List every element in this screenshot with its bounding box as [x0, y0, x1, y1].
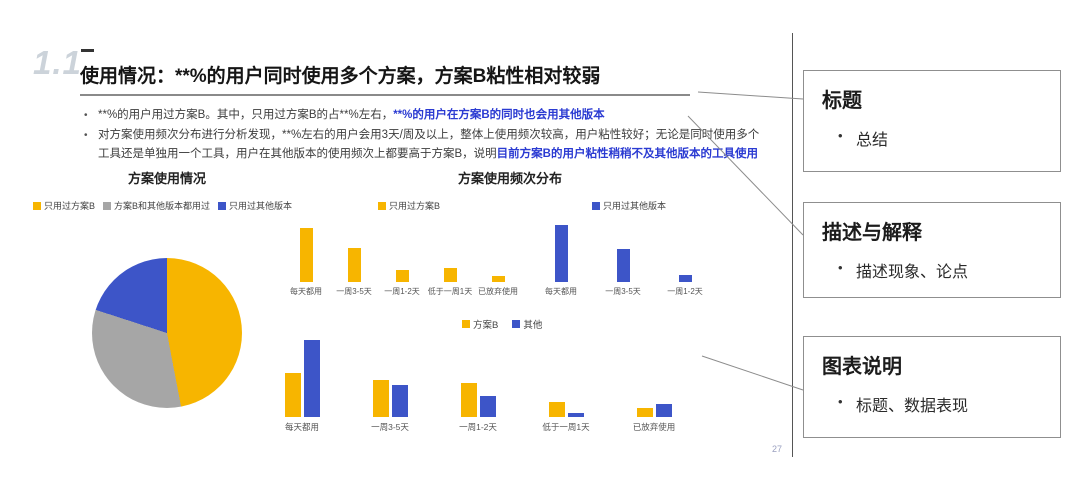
legend-item: 方案B和其他版本都用过	[103, 199, 210, 212]
bar-category-label: 一周1-2天	[667, 287, 703, 296]
bar-group: 每天都用	[530, 222, 592, 297]
bar-category-label: 一周1-2天	[384, 287, 420, 296]
bar	[391, 385, 408, 417]
legend-marker-icon	[33, 201, 41, 210]
slide-bullet-list: • **%的用户用过方案B。其中，只用过方案B的占**%左右，**%的用户在方案B…	[84, 106, 760, 165]
bar	[479, 396, 496, 417]
bar-category-label: 已放弃使用	[632, 422, 676, 432]
annotation-box-chart-notes: 图表说明 • 标题、数据表现	[803, 336, 1061, 438]
bar-category-label: 一周3-5天	[336, 287, 372, 296]
bar-category-label: 已放弃使用	[478, 287, 518, 296]
legend-item: 只用过其他版本	[218, 199, 292, 212]
annotation-heading: 标题	[822, 90, 862, 112]
legend-item: 只用过其他版本	[592, 199, 666, 212]
bar-group: 一周3-5天	[346, 335, 434, 433]
vertical-divider	[792, 33, 793, 457]
pie-legend: 只用过方案B 方案B和其他版本都用过 只用过其他版本	[33, 199, 292, 212]
bar-category-label: 低于一周1天	[427, 287, 473, 296]
slide-bullet: • **%的用户用过方案B。其中，只用过方案B的占**%左右，**%的用户在方案B…	[84, 106, 760, 126]
annotation-bullet: • 描述现象、论点	[822, 258, 1042, 282]
bar	[554, 225, 568, 282]
usage-pie-chart	[92, 258, 242, 408]
bar-group: 低于一周1天	[522, 335, 610, 433]
bar-group: 一周3-5天	[330, 222, 378, 297]
annotation-bullet-text: 总结	[856, 132, 889, 149]
bar-group: 一周1-2天	[378, 222, 426, 297]
bar-category-label: 低于一周1天	[542, 422, 590, 432]
bar	[303, 340, 320, 417]
title-dash-decoration	[81, 49, 94, 52]
legend-grouped-chart: 方案B 其他	[462, 317, 542, 331]
bar-category-label: 一周1-2天	[459, 422, 497, 432]
legend-marker-icon	[592, 201, 600, 210]
bar-group: 低于一周1天	[426, 222, 474, 297]
legend-marker-icon	[218, 201, 227, 210]
legend-item: 只用过方案B	[33, 199, 95, 212]
annotation-bullet-text: 标题、数据表现	[856, 398, 969, 415]
legend-item: 只用过方案B	[378, 199, 440, 212]
bar	[443, 268, 457, 282]
bar-chart-only-other: 每天都用 一周3-5天 一周1-2天	[530, 222, 716, 297]
bar	[299, 228, 313, 282]
bar	[460, 383, 477, 417]
bar-group: 一周1-2天	[434, 335, 522, 433]
annotation-box-description: 描述与解释 • 描述现象、论点	[803, 202, 1061, 298]
bar	[655, 404, 672, 417]
annotation-box-title: 标题 • 总结	[803, 70, 1061, 172]
bar-group: 每天都用	[282, 222, 330, 297]
annotation-bullet: • 总结	[822, 126, 1042, 150]
bar-group: 已放弃使用	[474, 222, 522, 297]
legend-item: 其他	[512, 317, 542, 331]
bar-group: 一周3-5天	[592, 222, 654, 297]
bar-category-label: 一周3-5天	[605, 287, 641, 296]
bar-category-label: 一周3-5天	[371, 422, 409, 432]
bullet-dot: •	[838, 260, 843, 275]
bar	[616, 249, 630, 282]
bar-group: 每天都用	[258, 335, 346, 433]
bar	[347, 248, 361, 282]
legend-marker-icon	[462, 320, 470, 328]
bar	[567, 413, 584, 417]
bar-category-label: 每天都用	[284, 422, 319, 432]
bullet-dot: •	[84, 129, 88, 141]
legend-marker-icon	[512, 320, 521, 328]
legend-only-other: 只用过其他版本	[592, 199, 666, 212]
annotation-heading: 图表说明	[822, 356, 902, 378]
bar	[395, 270, 409, 282]
annotation-bullet-text: 描述现象、论点	[856, 264, 969, 281]
bar-chart-only-plan-b: 每天都用 一周3-5天 一周1-2天 低于一周1天 已放弃使用	[282, 222, 522, 297]
bar	[636, 408, 653, 417]
bar	[491, 276, 505, 282]
annotation-heading: 描述与解释	[822, 222, 922, 244]
legend-only-plan-b: 只用过方案B	[378, 199, 440, 212]
bullet-dot: •	[84, 110, 88, 121]
bar-category-label: 每天都用	[545, 287, 577, 296]
title-underline	[80, 94, 690, 96]
slide-bullet: • 对方案使用频次分布进行分析发现，**%左右的用户会用3天/周及以上，整体上使用…	[84, 126, 760, 165]
bar	[678, 275, 692, 282]
section-number: 1.1	[33, 44, 82, 81]
bar	[284, 373, 301, 417]
bullet-dot: •	[838, 394, 843, 409]
legend-marker-icon	[103, 201, 112, 210]
frequency-chart-title: 方案使用频次分布	[458, 171, 563, 186]
page-number: 27	[772, 444, 783, 454]
pie-chart-title: 方案使用情况	[128, 171, 207, 186]
bar-chart-grouped-frequency: 每天都用 一周3-5天 一周1-2天 低于一周1天 已放弃使用	[258, 335, 698, 433]
annotation-bullet: • 标题、数据表现	[822, 392, 1042, 416]
legend-marker-icon	[378, 201, 386, 210]
bar-group: 一周1-2天	[654, 222, 716, 297]
slide-title: 使用情况：**%的用户同时使用多个方案，方案B粘性相对较弱	[80, 66, 601, 87]
bar-group: 已放弃使用	[610, 335, 698, 433]
bullet-dot: •	[838, 128, 843, 143]
bar	[548, 402, 565, 417]
bar-category-label: 每天都用	[290, 287, 322, 296]
legend-item: 方案B	[462, 317, 498, 331]
bar	[372, 380, 389, 417]
